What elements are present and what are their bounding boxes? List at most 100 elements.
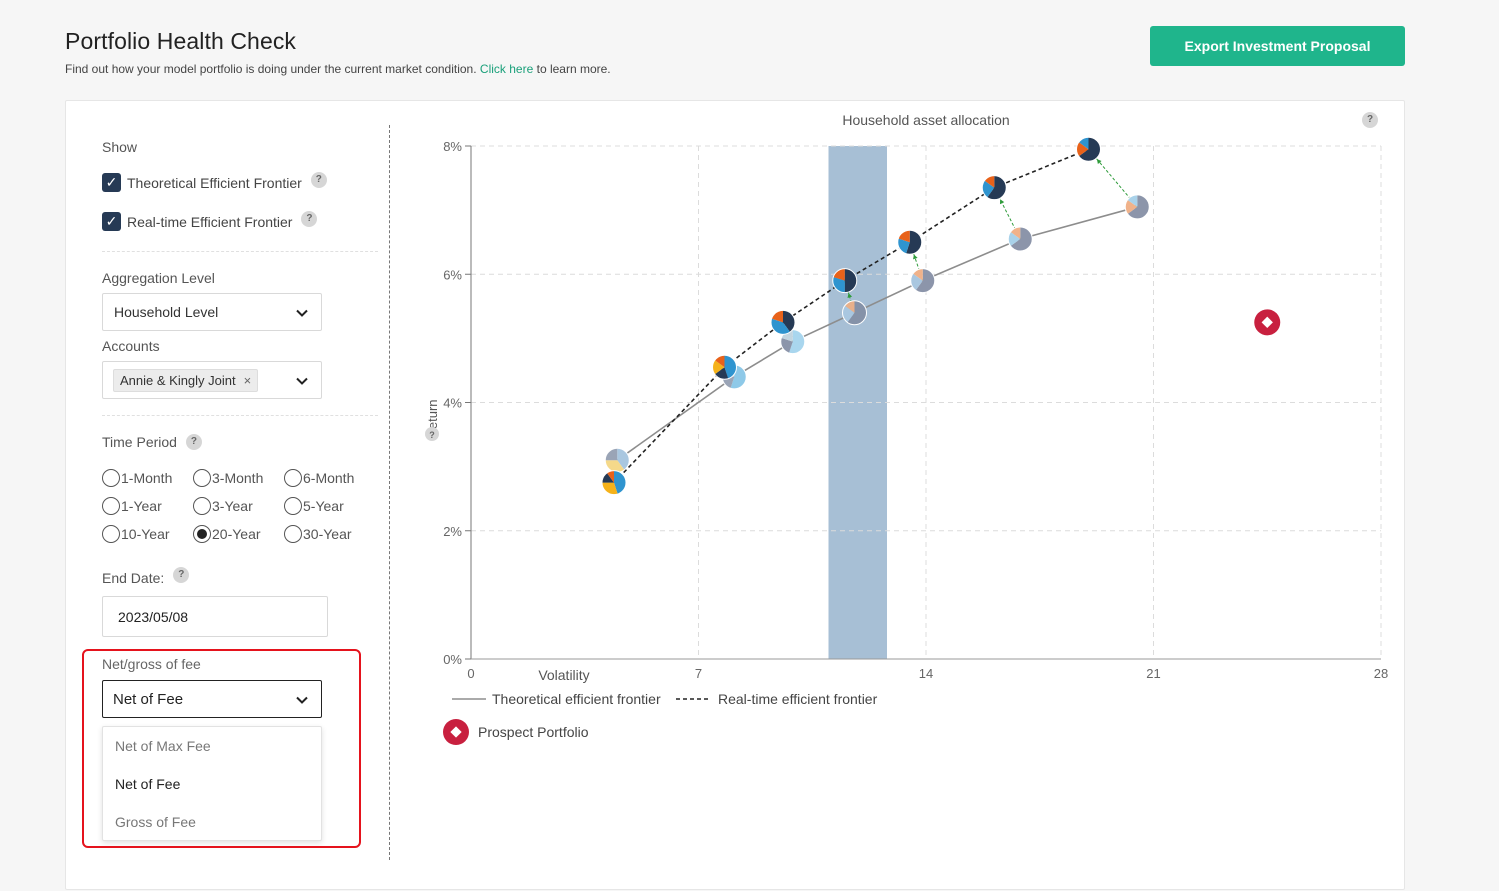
x-tick-label: 0 xyxy=(467,666,474,681)
pie-slice xyxy=(789,329,805,354)
radio-label: 10-Year xyxy=(121,526,170,542)
realtime-portfolio-pie xyxy=(897,229,923,255)
pie-outline xyxy=(910,268,936,294)
accounts-label: Accounts xyxy=(102,338,160,354)
help-icon[interactable]: ? xyxy=(173,567,190,583)
aggregation-value: Household Level xyxy=(114,304,219,320)
pie-slice xyxy=(771,310,783,323)
radio-circle xyxy=(193,525,211,543)
help-icon[interactable]: ? xyxy=(310,171,327,188)
pie-outline xyxy=(1124,194,1150,220)
help-icon: ? xyxy=(429,430,435,440)
radio-selected-dot xyxy=(197,529,207,539)
theoretical-portfolio-pie xyxy=(1007,226,1033,252)
pie-slice xyxy=(982,180,995,198)
y-tick-label: 4% xyxy=(443,396,462,411)
radio-5-year[interactable]: 5-Year xyxy=(284,497,375,515)
checkbox-label: Theoretical Efficient Frontier xyxy=(127,174,302,191)
theoretical-portfolio-pie xyxy=(1124,194,1150,220)
chart-title: Household asset allocation xyxy=(842,112,1009,128)
fee-label: Net/gross of fee xyxy=(102,656,201,672)
fee-dropdown-menu: Net of Max Fee Net of Fee Gross of Fee xyxy=(102,726,322,841)
health-check-card: Show ✓ Theoretical Efficient Frontier ? … xyxy=(65,100,1405,890)
pie-slice xyxy=(842,305,855,323)
help-icon[interactable]: ? xyxy=(301,210,318,227)
radio-circle xyxy=(102,497,120,515)
realtime-frontier-checkbox[interactable]: ✓ Real-time Efficient Frontier ? xyxy=(102,210,318,231)
radio-label: 5-Year xyxy=(303,498,344,514)
pie-slice xyxy=(714,367,729,380)
pie-slice xyxy=(783,310,796,333)
x-tick-label: 21 xyxy=(1146,666,1160,681)
pie-slice xyxy=(771,318,791,335)
chevron-down-icon xyxy=(296,377,308,385)
shift-arrow-head xyxy=(1096,159,1102,165)
time-period-text: Time Period xyxy=(102,434,177,450)
radio-20-year[interactable]: 20-Year xyxy=(193,525,284,543)
shift-arrow-head xyxy=(999,199,1005,205)
prospect-diamond-icon xyxy=(1261,316,1273,329)
radio-1-month[interactable]: 1-Month xyxy=(102,469,193,487)
radio-label: 30-Year xyxy=(303,526,352,542)
theoretical-portfolio-pie xyxy=(604,447,630,473)
pie-slice xyxy=(1078,137,1101,162)
help-icon[interactable]: ? xyxy=(185,434,202,450)
radio-circle xyxy=(284,497,302,515)
theoretical-frontier-checkbox[interactable]: ✓ Theoretical Efficient Frontier ? xyxy=(102,171,327,192)
x-axis-label: Volatility xyxy=(538,667,589,683)
account-tag: Annie & Kingly Joint × xyxy=(113,368,259,392)
pie-slice xyxy=(712,360,725,375)
learn-more-link[interactable]: Click here xyxy=(479,62,534,76)
end-date-input[interactable]: 2023/05/08 xyxy=(102,596,328,637)
accounts-select[interactable]: Annie & Kingly Joint × xyxy=(102,361,322,399)
pie-slice xyxy=(915,268,935,293)
radio-label: 3-Year xyxy=(212,498,253,514)
theoretical-portfolio-pie xyxy=(842,300,867,326)
pie-outline xyxy=(1076,136,1101,162)
x-tick-label: 28 xyxy=(1374,666,1388,681)
radio-circle xyxy=(102,469,120,487)
end-date-label: End Date: ? xyxy=(102,567,190,586)
account-tag-label: Annie & Kingly Joint xyxy=(120,372,236,388)
realtime-portfolio-pie xyxy=(981,175,1007,201)
fee-option-net-max[interactable]: Net of Max Fee xyxy=(115,738,211,754)
fee-option-gross[interactable]: Gross of Fee xyxy=(115,814,196,830)
page-header: Portfolio Health Check Find out how your… xyxy=(65,28,611,76)
page-subtitle: Find out how your model portfolio is doi… xyxy=(65,62,611,76)
help-icon[interactable]: ? xyxy=(1362,112,1378,128)
radio-label: 20-Year xyxy=(212,526,261,542)
pie-slice xyxy=(910,273,923,291)
radio-circle xyxy=(284,525,302,543)
radio-1-year[interactable]: 1-Year xyxy=(102,497,193,515)
pie-outline xyxy=(712,354,737,380)
radio-circle xyxy=(284,469,302,487)
realtime-portfolio-pie xyxy=(832,268,858,294)
checkbox-label: Real-time Efficient Frontier xyxy=(127,213,293,230)
divider xyxy=(102,415,378,416)
radio-10-year[interactable]: 10-Year xyxy=(102,525,193,543)
pie-outline xyxy=(770,309,796,335)
radio-6-month[interactable]: 6-Month xyxy=(284,469,375,487)
pie-slice xyxy=(606,470,614,483)
divider xyxy=(102,251,378,252)
export-proposal-button[interactable]: Export Investment Proposal xyxy=(1150,26,1405,66)
radio-30-year[interactable]: 30-Year xyxy=(284,525,375,543)
pie-slice xyxy=(1127,194,1150,219)
pie-outline xyxy=(832,268,858,294)
radio-3-year[interactable]: 3-Year xyxy=(193,497,284,515)
radio-label: 6-Month xyxy=(303,470,355,486)
remove-tag-icon[interactable]: × xyxy=(243,372,252,388)
realtime-portfolio-pie xyxy=(770,309,796,335)
y-tick-label: 2% xyxy=(443,524,462,539)
aggregation-select[interactable]: Household Level xyxy=(102,293,322,331)
theoretical-portfolio-pie xyxy=(910,268,936,294)
fee-option-net[interactable]: Net of Fee xyxy=(115,776,181,792)
radio-3-month[interactable]: 3-Month xyxy=(193,469,284,487)
x-tick-label: 7 xyxy=(695,666,702,681)
y-tick-label: 6% xyxy=(443,267,462,282)
realtime-portfolio-pie xyxy=(601,470,627,496)
fee-select[interactable]: Net of Fee xyxy=(102,680,322,718)
subtitle-text-end: to learn more. xyxy=(536,62,611,76)
radio-label: 3-Month xyxy=(212,470,264,486)
end-date-text: End Date: xyxy=(102,570,165,586)
